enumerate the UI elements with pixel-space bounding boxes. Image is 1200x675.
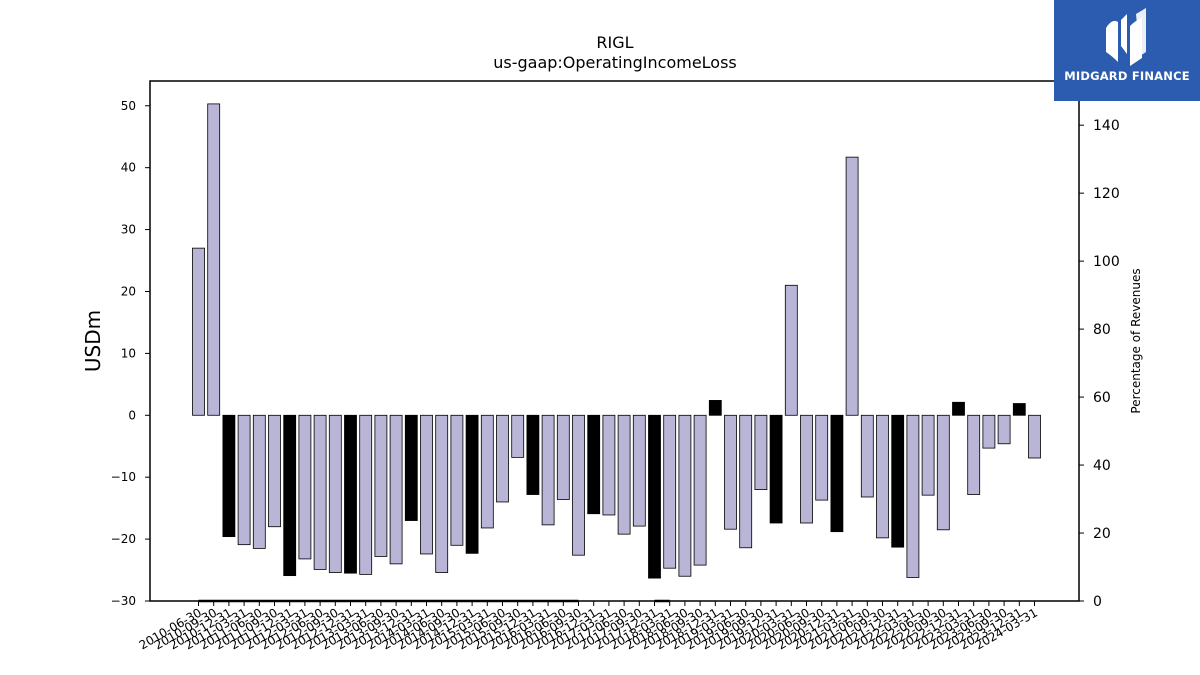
y-tick-label: −10 <box>111 470 136 484</box>
bar-2011-03-31 <box>237 414 251 546</box>
y-tick-label: 10 <box>121 346 136 360</box>
y2-tick-label: 100 <box>1093 254 1120 270</box>
bar-2016-12-31 <box>587 414 601 515</box>
bar-2012-09-30 <box>328 414 342 573</box>
bar-2015-12-31 <box>526 414 540 495</box>
bar-2013-09-30 <box>389 414 403 565</box>
bar-2020-12-31 <box>830 414 844 533</box>
bar-2022-12-31 <box>952 401 965 416</box>
bar-2014-12-31 <box>465 414 479 554</box>
logo-text: MIDGARD FINANCE <box>1064 69 1190 83</box>
y2-tick-label: 20 <box>1093 526 1111 542</box>
bar-2017-06-30 <box>617 414 631 535</box>
bar-2019-03-31 <box>724 414 737 530</box>
bar-2013-06-30 <box>374 414 388 557</box>
y-tick-label: 40 <box>121 161 136 175</box>
bar-2019-12-31 <box>769 414 783 524</box>
bar-2014-09-30 <box>450 414 464 546</box>
y-tick-label: 20 <box>121 284 136 298</box>
bar-series <box>192 103 1041 579</box>
bar-2019-09-30 <box>754 414 768 490</box>
y2-axis-label: Percentage of Revenues <box>1129 268 1143 413</box>
bar-2011-06-30 <box>252 414 266 549</box>
bar-2014-03-31 <box>420 414 433 555</box>
bar-2021-12-31 <box>891 414 905 548</box>
y2-tick-label: 0 <box>1093 594 1102 610</box>
bar-2012-03-31 <box>298 414 312 560</box>
midgard-finance-logo: MIDGARD FINANCE <box>1054 0 1200 101</box>
bar-2010-12-31 <box>222 414 236 538</box>
bar-2015-03-31 <box>480 414 494 529</box>
x-axis: 2010-06-302010-09-302010-12-312011-03-31… <box>137 601 1040 652</box>
bar-2018-12-31 <box>708 400 722 416</box>
y-axis-right: 0 20 40 60 80 100 120 140 <box>1079 118 1120 610</box>
y-tick-label: −30 <box>111 594 136 608</box>
bar-2010-06-30 <box>192 247 205 416</box>
bar-2023-12-31 <box>1012 403 1026 416</box>
bar-2014-06-30 <box>435 414 449 573</box>
bar-2016-03-31 <box>541 414 555 526</box>
bar-2024-03-31 <box>1028 414 1041 459</box>
bar-2016-09-30 <box>572 414 585 556</box>
chart-subtitle: us-gaap:OperatingIncomeLoss <box>493 53 737 72</box>
y-axis-left: −30 −20 −10 0 10 20 30 40 50 <box>111 99 150 608</box>
bar-2017-03-31 <box>602 414 616 516</box>
bar-2018-09-30 <box>693 414 707 566</box>
y2-tick-label: 80 <box>1093 322 1111 338</box>
y-tick-label: 30 <box>121 223 136 237</box>
bar-2013-12-31 <box>404 414 418 521</box>
bar-2011-12-31 <box>283 414 297 577</box>
bar-2021-06-30 <box>860 414 874 498</box>
midgard-logo-icon <box>1106 8 1146 66</box>
bar-2015-09-30 <box>511 414 525 458</box>
bar-2022-06-30 <box>921 414 935 496</box>
bar-2020-09-30 <box>815 414 829 501</box>
bar-2017-09-30 <box>632 414 646 527</box>
bar-2010-09-30 <box>207 103 221 416</box>
chart-title: RIGL <box>596 33 633 52</box>
bar-2018-06-30 <box>678 414 692 577</box>
bar-2023-09-30 <box>997 414 1011 445</box>
bar-2022-09-30 <box>936 414 950 531</box>
bar-2012-06-30 <box>313 414 327 570</box>
bar-2018-03-31 <box>663 414 677 569</box>
y2-tick-label: 40 <box>1093 458 1111 474</box>
bar-2016-06-30 <box>556 414 570 500</box>
y-tick-label: −20 <box>111 532 136 546</box>
bar-2023-06-30 <box>982 414 996 449</box>
y2-tick-label: 140 <box>1093 118 1120 134</box>
bar-2022-03-31 <box>906 414 920 578</box>
bar-2020-06-30 <box>800 414 813 524</box>
plot-frame <box>149 80 1080 602</box>
bar-2017-12-31 <box>648 414 661 579</box>
bar-2012-12-31 <box>344 414 357 574</box>
bar-2015-06-30 <box>496 414 509 503</box>
y2-tick-label: 120 <box>1093 186 1120 202</box>
bar-2021-09-30 <box>876 414 889 539</box>
y-tick-label: 50 <box>121 99 136 113</box>
bar-2021-03-31 <box>845 156 859 416</box>
bar-2020-03-31 <box>784 284 798 416</box>
y2-tick-label: 60 <box>1093 390 1111 406</box>
bar-2019-06-30 <box>739 414 753 549</box>
bar-2013-03-31 <box>359 414 373 575</box>
bar-2023-03-31 <box>967 414 981 495</box>
y-tick-label: 0 <box>128 408 136 422</box>
bar-2011-09-30 <box>268 414 281 528</box>
y-axis-label: USDm <box>81 310 105 372</box>
